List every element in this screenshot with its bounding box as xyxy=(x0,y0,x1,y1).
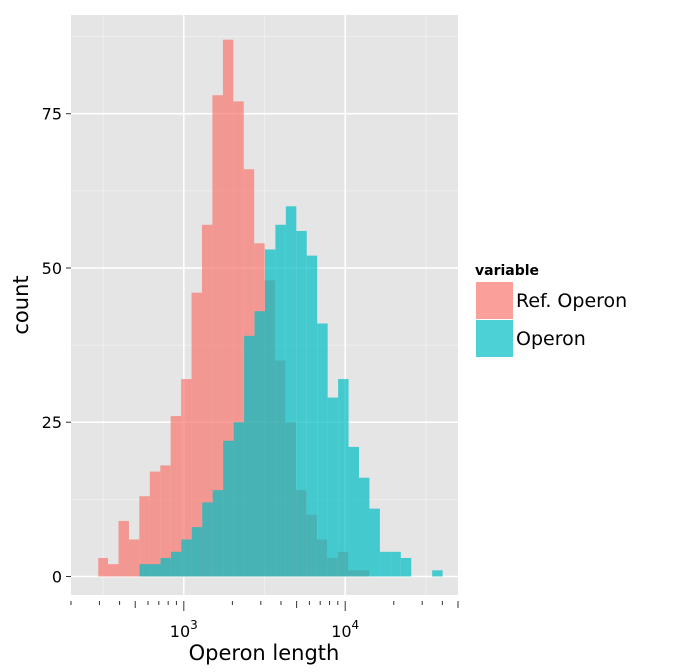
operon-bar xyxy=(400,557,412,577)
operon-bar xyxy=(254,311,265,577)
operon-bar xyxy=(244,335,255,577)
legend: variable Ref. Operon Operon xyxy=(475,263,627,357)
x-axis: 103 104 xyxy=(70,601,459,641)
operon-bar xyxy=(327,397,339,577)
operon-bar xyxy=(296,230,307,577)
operon-bar xyxy=(317,323,328,577)
operon-bar xyxy=(369,508,380,577)
ref-operon-bar xyxy=(222,39,234,577)
ref-operon-bar xyxy=(149,471,161,577)
operon-bar xyxy=(390,551,401,577)
y-tick-label: 25 xyxy=(42,413,62,432)
legend-key-ref-operon xyxy=(476,282,513,319)
operon-bars xyxy=(139,206,443,577)
ref-operon-bar xyxy=(233,101,244,577)
ref-operon-bar xyxy=(212,95,223,577)
operon-bar xyxy=(170,551,182,577)
ref-operon-bar xyxy=(201,224,213,577)
ref-operon-bar xyxy=(170,416,182,577)
y-tick-label: 50 xyxy=(42,259,62,278)
y-tick-label: 0 xyxy=(52,567,62,586)
operon-bar xyxy=(212,490,224,577)
operon-bar xyxy=(348,446,360,577)
operon-bar xyxy=(359,477,370,577)
operon-bar xyxy=(160,557,171,577)
x-axis-title: Operon length xyxy=(189,641,340,665)
legend-title: variable xyxy=(475,263,539,279)
ref-operon-bar xyxy=(118,520,129,577)
legend-label-ref-operon: Ref. Operon xyxy=(516,290,627,312)
operon-bar xyxy=(306,255,318,577)
x-tick-label: 103 xyxy=(170,618,198,641)
ref-operon-bar xyxy=(128,539,140,577)
operon-bar xyxy=(432,570,443,577)
ref-operon-bar xyxy=(98,557,108,577)
legend-label-operon: Operon xyxy=(516,328,586,350)
operon-bar xyxy=(379,551,391,577)
y-axis: 0 25 50 75 xyxy=(42,105,71,586)
operon-bar xyxy=(181,539,192,577)
operon-bar xyxy=(233,422,245,577)
operon-bar xyxy=(275,224,286,577)
ref-operon-bar xyxy=(181,379,192,577)
operon-bar xyxy=(338,379,349,577)
ref-operon-bar xyxy=(107,564,119,577)
operon-bar xyxy=(191,527,203,577)
y-tick-label: 75 xyxy=(42,105,62,124)
x-tick-label: 104 xyxy=(331,618,359,641)
operon-bar xyxy=(223,440,234,577)
operon-bar xyxy=(202,502,213,577)
ref-operon-bar xyxy=(160,465,171,577)
ref-operon-bar xyxy=(191,292,202,577)
operon-bar xyxy=(139,564,151,577)
y-axis-title: count xyxy=(9,275,33,334)
operon-bar xyxy=(150,564,161,577)
legend-key-operon xyxy=(476,320,513,357)
ref-operon-bar xyxy=(139,496,150,577)
operon-bar xyxy=(285,206,297,577)
operon-bar xyxy=(264,249,276,577)
